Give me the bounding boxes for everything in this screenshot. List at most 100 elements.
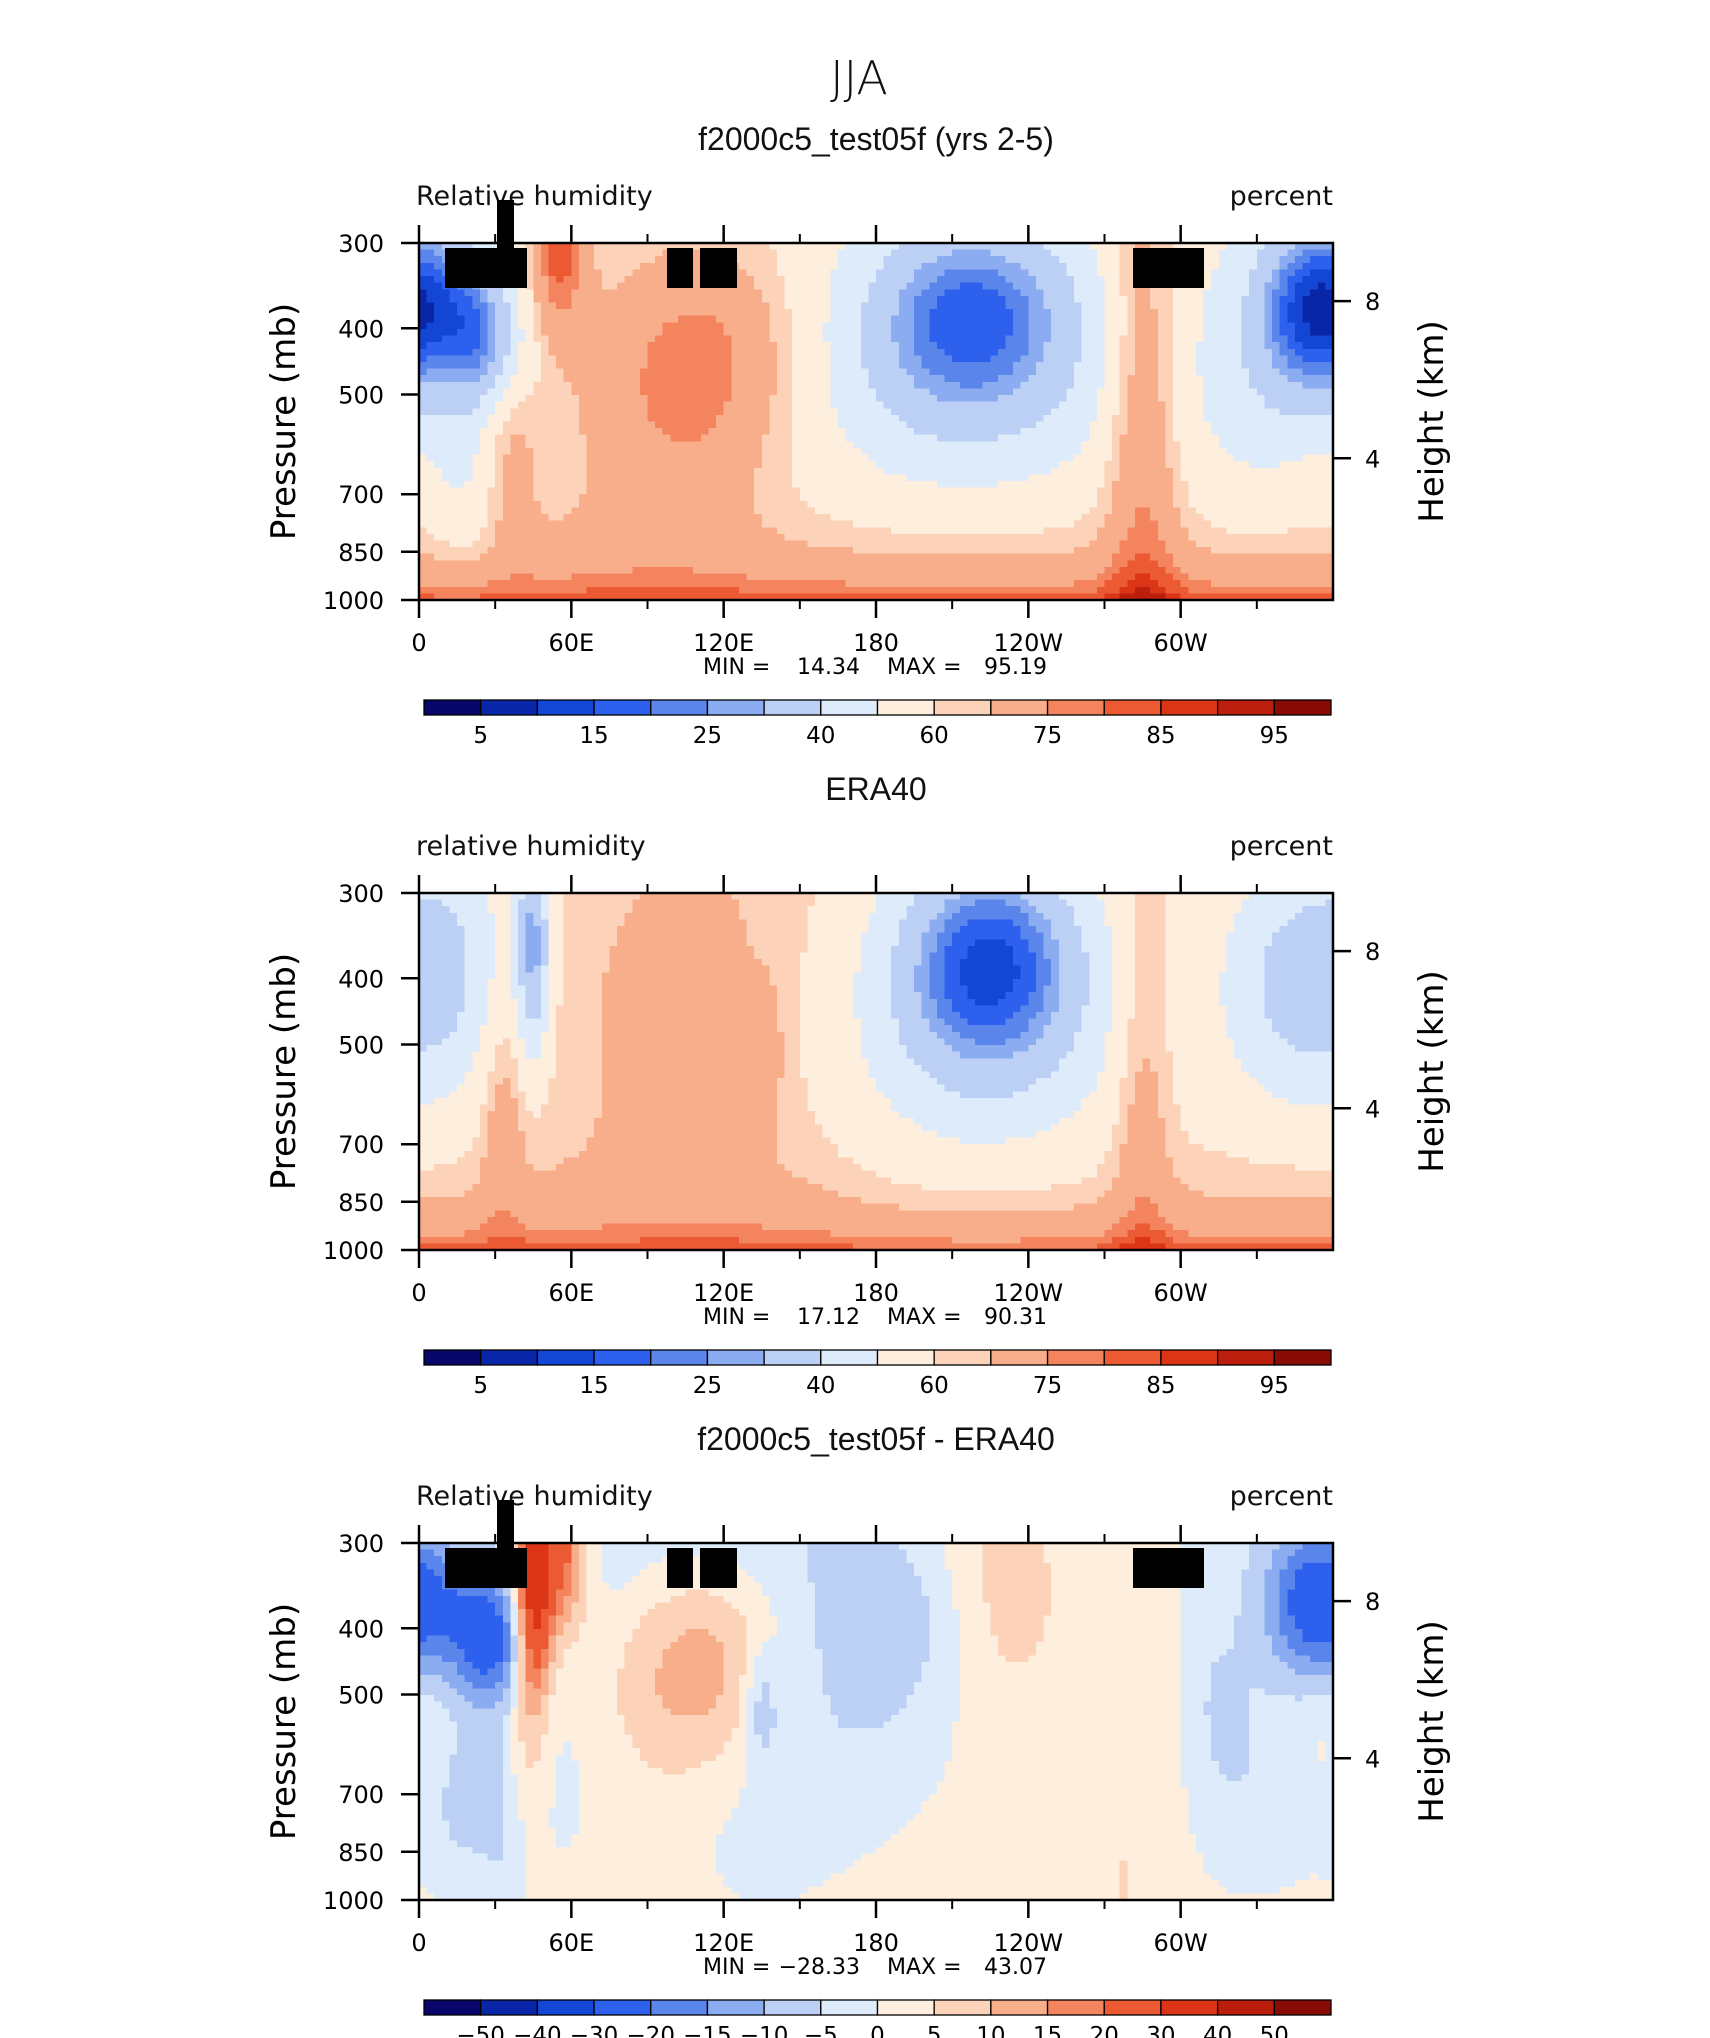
contour-cell (472, 289, 480, 296)
contour-cell (648, 494, 656, 501)
contour-cell (510, 488, 518, 495)
contour-cell (526, 375, 534, 382)
contour-cell (777, 422, 785, 429)
contour-cell (1165, 382, 1173, 389)
contour-cell (853, 362, 861, 369)
contour-cell (1295, 316, 1303, 323)
contour-cell (1234, 448, 1242, 455)
contour-cell (1165, 474, 1173, 481)
contour-cell (853, 415, 861, 422)
contour-cell (762, 250, 770, 257)
contour-cell (480, 316, 488, 323)
contour-cell (967, 441, 975, 448)
contour-cell (457, 448, 465, 455)
contour-cell (655, 514, 663, 521)
contour-cell (983, 329, 991, 336)
contour-cell (1242, 309, 1250, 316)
contour-cell (1044, 289, 1052, 296)
contour-cell (1051, 441, 1059, 448)
contour-cell (480, 342, 488, 349)
contour-cell (1234, 289, 1242, 296)
contour-cell (648, 369, 656, 376)
contour-cell (1143, 289, 1151, 296)
contour-cell (442, 514, 450, 521)
contour-cell (800, 494, 808, 501)
contour-cell (785, 250, 793, 257)
contour-cell (914, 494, 922, 501)
contour-cell (1242, 342, 1250, 349)
contour-cell (1089, 276, 1097, 283)
contour-cell (960, 309, 968, 316)
contour-cell (1226, 441, 1234, 448)
contour-cell (1280, 256, 1288, 263)
contour-cell (465, 408, 473, 415)
contour-cell (1013, 441, 1021, 448)
contour-cell (1105, 316, 1113, 323)
contour-cell (1044, 369, 1052, 376)
contour-cell (1310, 468, 1318, 475)
contour-cell (564, 461, 572, 468)
contour-cell (1021, 507, 1029, 514)
contour-cell (609, 250, 617, 257)
contour-cell (587, 256, 595, 263)
contour-cell (838, 316, 846, 323)
contour-cell (617, 322, 625, 329)
contour-cell (716, 296, 724, 303)
contour-cell (457, 355, 465, 362)
contour-cell (1211, 461, 1219, 468)
contour-cell (526, 362, 534, 369)
contour-cell (960, 250, 968, 257)
contour-cell (922, 468, 930, 475)
contour-cell (884, 488, 892, 495)
contour-cell (990, 488, 998, 495)
contour-cell (884, 283, 892, 290)
contour-cell (1173, 402, 1181, 409)
contour-cell (1204, 494, 1212, 501)
contour-cell (1249, 336, 1257, 343)
contour-cell (1135, 494, 1143, 501)
contour-cell (465, 402, 473, 409)
contour-cell (1272, 474, 1280, 481)
contour-cell (602, 422, 610, 429)
contour-cell (571, 336, 579, 343)
contour-cell (579, 369, 587, 376)
contour-cell (899, 283, 907, 290)
contour-cell (807, 441, 815, 448)
contour-cell (594, 355, 602, 362)
contour-cell (548, 276, 556, 283)
contour-cell (1127, 441, 1135, 448)
contour-cell (708, 316, 716, 323)
contour-cell (1181, 309, 1189, 316)
contour-cell (1272, 422, 1280, 429)
contour-cell (648, 250, 656, 257)
contour-cell (967, 250, 975, 257)
contour-cell (1219, 362, 1227, 369)
contour-cell (648, 349, 656, 356)
contour-cell (670, 375, 678, 382)
contour-cell (739, 336, 747, 343)
contour-cell (1264, 395, 1272, 402)
contour-cell (427, 435, 435, 442)
contour-cell (929, 422, 937, 429)
contour-cell (602, 355, 610, 362)
contour-cell (465, 415, 473, 422)
contour-cell (1143, 507, 1151, 514)
contour-cell (1036, 435, 1044, 442)
contour-cell (1219, 402, 1227, 409)
contour-cell (533, 402, 541, 409)
contour-cell (1188, 435, 1196, 442)
contour-cell (1211, 375, 1219, 382)
contour-cell (655, 283, 663, 290)
contour-cell (731, 336, 739, 343)
contour-cell (914, 375, 922, 382)
contour-cell (868, 362, 876, 369)
contour-cell (716, 336, 724, 343)
contour-cell (846, 322, 854, 329)
contour-cell (1234, 474, 1242, 481)
contour-cell (1303, 474, 1311, 481)
contour-cell (434, 296, 442, 303)
contour-cell (503, 342, 511, 349)
contour-cell (1204, 263, 1212, 270)
contour-cell (678, 336, 686, 343)
contour-cell (617, 402, 625, 409)
